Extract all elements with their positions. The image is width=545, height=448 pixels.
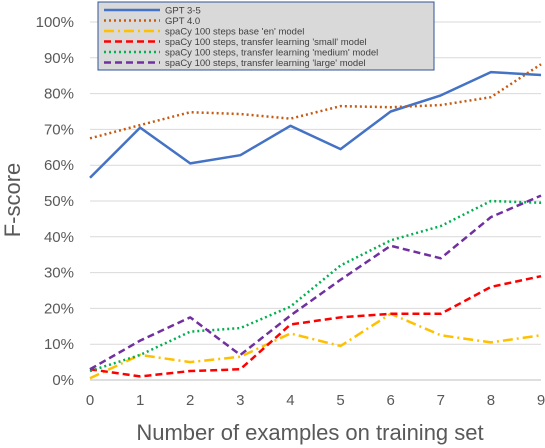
x-tick-label: 2 — [186, 392, 194, 409]
x-axis-ticks: 0 1 2 3 4 5 6 7 8 9 — [86, 392, 545, 409]
y-tick-label: 30% — [44, 265, 74, 282]
x-axis-title: Number of examples on training set — [136, 420, 483, 445]
series-lines — [89, 63, 542, 380]
x-tick-label: 4 — [286, 392, 294, 409]
legend-label: GPT 4.0 — [165, 16, 200, 27]
x-tick-label: 6 — [386, 392, 394, 409]
y-tick-label: 90% — [44, 50, 74, 67]
y-tick-label: 0% — [52, 372, 74, 389]
series-line-gpt-4-0 — [89, 63, 542, 140]
series-line-spacy-100-steps-base-en-model — [89, 312, 542, 380]
y-tick-label: 10% — [44, 336, 74, 353]
legend-label: spaCy 100 steps, transfer learning 'smal… — [165, 37, 367, 48]
x-tick-label: 3 — [236, 392, 244, 409]
y-axis-ticks: 0% 10% 20% 30% 40% 50% 60% 70% 80% 90% 100% — [36, 14, 74, 389]
y-tick-label: 80% — [44, 86, 74, 103]
legend-label: spaCy 100 steps, transfer learning 'larg… — [165, 58, 366, 69]
y-tick-label: 70% — [44, 121, 74, 138]
y-tick-label: 40% — [44, 229, 74, 246]
y-tick-label: 20% — [44, 300, 74, 317]
y-tick-label: 60% — [44, 157, 74, 174]
legend-label: GPT 3-5 — [165, 6, 201, 17]
legend-box — [97, 1, 435, 71]
y-tick-label: 50% — [44, 193, 74, 210]
x-tick-label: 7 — [437, 392, 445, 409]
y-tick-label: 100% — [36, 14, 74, 31]
series-line-spacy-100-steps-transfer-learning-small-model — [89, 274, 542, 378]
series-line-spacy-100-steps-transfer-learning-large-model — [89, 194, 542, 371]
x-tick-label: 5 — [336, 392, 344, 409]
x-tick-label: 1 — [136, 392, 144, 409]
y-axis-title: F-score — [0, 163, 25, 238]
legend-label: spaCy 100 steps base 'en' model — [165, 27, 304, 38]
x-tick-label: 8 — [487, 392, 495, 409]
x-tick-label: 9 — [537, 392, 545, 409]
x-tick-label: 0 — [86, 392, 94, 409]
series-line-spacy-100-steps-transfer-learning-medium-model — [89, 199, 542, 373]
legend-label: spaCy 100 steps, transfer learning 'medi… — [165, 48, 378, 59]
series-line-gpt-3-5 — [89, 70, 542, 179]
